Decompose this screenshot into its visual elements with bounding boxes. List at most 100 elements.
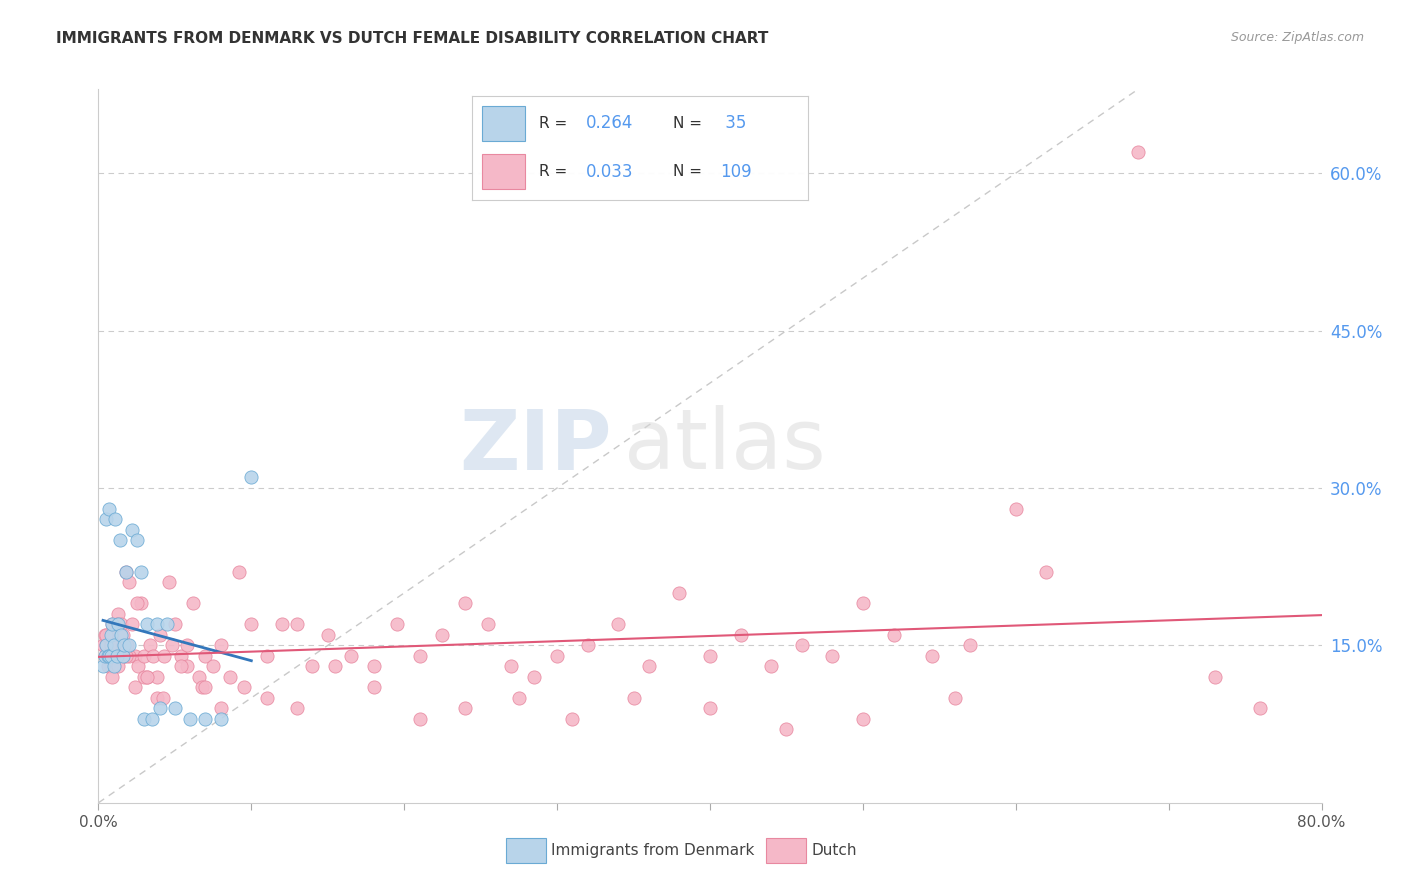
Point	[921, 648, 943, 663]
Point	[240, 470, 263, 484]
Point	[121, 523, 143, 537]
Point	[149, 701, 172, 715]
Point	[163, 701, 186, 715]
Point	[125, 533, 148, 548]
Point	[176, 659, 198, 673]
Text: Dutch: Dutch	[811, 843, 856, 857]
Point	[385, 617, 408, 632]
Point	[136, 670, 159, 684]
Point	[108, 533, 131, 548]
Point	[477, 617, 499, 632]
Point	[98, 648, 121, 663]
Point	[107, 617, 129, 632]
Point	[103, 659, 125, 673]
Point	[94, 512, 117, 526]
Point	[194, 712, 217, 726]
Point	[454, 701, 477, 715]
Point	[124, 681, 146, 695]
Point	[256, 648, 278, 663]
Point	[149, 628, 172, 642]
Point	[139, 639, 162, 653]
Point	[98, 628, 121, 642]
Point	[160, 639, 183, 653]
Point	[117, 639, 139, 653]
Point	[103, 639, 125, 653]
Point	[176, 639, 198, 653]
Point	[104, 639, 127, 653]
Point	[943, 690, 966, 705]
Point	[104, 512, 127, 526]
Point	[108, 628, 131, 642]
Point	[110, 628, 132, 642]
Point	[145, 670, 167, 684]
Point	[152, 690, 174, 705]
Point	[339, 648, 361, 663]
Point	[668, 586, 690, 600]
Point	[153, 648, 176, 663]
Point	[156, 617, 179, 632]
Point	[101, 617, 124, 632]
Point	[202, 659, 225, 673]
Point	[637, 659, 661, 673]
Point	[546, 648, 568, 663]
Point	[91, 659, 114, 673]
Point	[408, 648, 430, 663]
Point	[194, 648, 217, 663]
Point	[501, 659, 523, 673]
Point	[134, 712, 156, 726]
Point	[219, 670, 242, 684]
Point	[285, 617, 308, 632]
Point	[111, 648, 134, 663]
Point	[209, 701, 232, 715]
Point	[188, 670, 211, 684]
Point	[100, 648, 122, 663]
Point	[134, 670, 156, 684]
Point	[145, 617, 167, 632]
Point	[129, 596, 152, 610]
Point	[115, 648, 138, 663]
Point	[623, 690, 645, 705]
Point	[301, 659, 323, 673]
Point	[145, 690, 167, 705]
Point	[97, 659, 120, 673]
Point	[93, 628, 115, 642]
Point	[523, 670, 546, 684]
Point	[105, 648, 128, 663]
Point	[1004, 502, 1026, 516]
Point	[112, 639, 135, 653]
Point	[170, 659, 193, 673]
Point	[98, 502, 121, 516]
Point	[285, 701, 308, 715]
Point	[179, 712, 201, 726]
Point	[775, 723, 797, 737]
Point	[94, 639, 117, 653]
Point	[111, 639, 134, 653]
Point	[110, 617, 132, 632]
Point	[454, 596, 477, 610]
Point	[127, 659, 149, 673]
Point	[852, 712, 875, 726]
Point	[129, 565, 152, 579]
Point	[1249, 701, 1271, 715]
Point	[1204, 670, 1226, 684]
Point	[240, 617, 263, 632]
Point	[105, 648, 128, 663]
Point	[408, 712, 430, 726]
Point	[101, 670, 124, 684]
Text: atlas: atlas	[624, 406, 827, 486]
Point	[107, 659, 129, 673]
Point	[191, 681, 214, 695]
Point	[124, 648, 146, 663]
Point	[105, 617, 128, 632]
Point	[125, 596, 148, 610]
Point	[325, 659, 347, 673]
Point	[93, 648, 115, 663]
Point	[118, 575, 141, 590]
Point	[194, 681, 217, 695]
Point	[232, 681, 254, 695]
Point	[94, 628, 117, 642]
Point	[508, 690, 530, 705]
Point	[883, 628, 905, 642]
Point	[107, 607, 129, 621]
Point	[256, 690, 278, 705]
